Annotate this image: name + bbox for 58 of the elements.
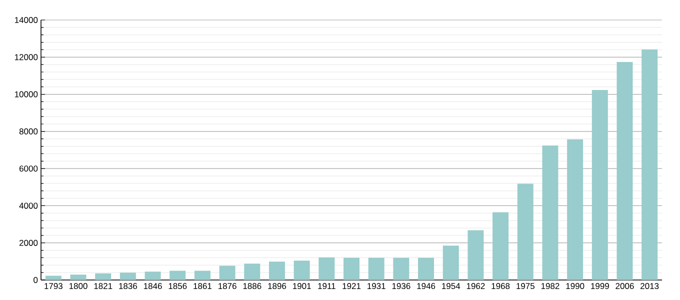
x-tick-label: 1836 <box>119 283 138 290</box>
bar <box>194 270 210 280</box>
x-tick-label: 2006 <box>616 283 634 290</box>
x-tick-label: 1946 <box>417 283 436 290</box>
y-tick-label: 2000 <box>19 240 38 246</box>
x-tick-label: 1911 <box>318 283 336 290</box>
bar <box>144 272 161 280</box>
bar <box>368 258 384 280</box>
y-tick-label: 10000 <box>14 91 38 98</box>
x-tick-label: 1999 <box>591 283 609 290</box>
bar <box>442 246 459 280</box>
x-tick-label: 1962 <box>466 283 485 290</box>
bar <box>70 274 86 280</box>
x-tick-label: 1856 <box>168 283 187 290</box>
y-tick-label: 12000 <box>14 54 38 60</box>
x-tick-label: 1861 <box>194 283 212 290</box>
y-tick-label: 0 <box>34 277 38 284</box>
bar <box>244 264 260 280</box>
x-tick-label: 1968 <box>492 283 510 290</box>
bar <box>294 260 310 280</box>
x-tick-label: 1921 <box>342 283 361 290</box>
bar <box>344 258 360 280</box>
y-tick-label: 4000 <box>19 202 38 209</box>
y-tick-label: 8000 <box>19 128 38 134</box>
x-tick-label: 1793 <box>44 283 63 290</box>
bar <box>170 270 186 280</box>
bar <box>642 49 658 280</box>
bar <box>616 62 633 280</box>
x-tick-label: 1931 <box>368 283 386 290</box>
x-tick-label: 1982 <box>541 283 560 290</box>
x-tick-label: 1954 <box>442 283 460 290</box>
x-tick-label: 1936 <box>392 283 410 290</box>
bar <box>517 184 534 280</box>
x-tick-label: 1896 <box>268 283 286 290</box>
x-tick-label: 2013 <box>640 283 659 290</box>
y-tick-label: 6000 <box>20 166 38 172</box>
x-tick-label: 1975 <box>516 283 534 290</box>
y-tick-label: 14000 <box>14 16 38 24</box>
bar <box>468 230 484 280</box>
x-tick-label: 1886 <box>243 283 262 290</box>
bar <box>542 146 558 280</box>
bar <box>219 266 236 280</box>
bar <box>393 258 410 280</box>
bar <box>318 257 335 280</box>
x-tick-label: 1846 <box>144 283 162 290</box>
bar <box>567 139 584 280</box>
x-tick-label: 1821 <box>94 283 112 290</box>
bar <box>268 262 285 280</box>
bar <box>120 272 136 280</box>
x-tick-label: 1901 <box>293 283 311 290</box>
bar <box>95 273 112 280</box>
bar <box>492 212 509 280</box>
x-tick-label: 1800 <box>69 283 88 290</box>
bar <box>592 90 608 280</box>
x-tick-label: 1990 <box>566 283 584 290</box>
bar <box>45 276 62 280</box>
x-tick-label: 1876 <box>218 283 236 290</box>
bar <box>418 258 434 280</box>
